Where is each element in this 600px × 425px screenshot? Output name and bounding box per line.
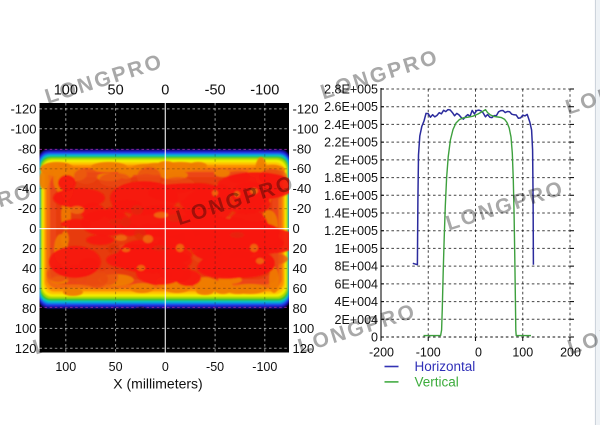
svg-text:6E+004: 6E+004 [335, 277, 378, 291]
svg-text:-100: -100 [10, 121, 36, 136]
svg-text:0: 0 [162, 360, 169, 374]
svg-text:-60: -60 [18, 161, 37, 176]
svg-text:2E+005: 2E+005 [335, 153, 378, 167]
svg-text:-40: -40 [18, 181, 37, 196]
svg-text:1.4E+005: 1.4E+005 [324, 207, 378, 221]
svg-text:-200: -200 [369, 346, 394, 360]
svg-text:20: 20 [293, 241, 307, 256]
svg-text:1.6E+005: 1.6E+005 [324, 189, 378, 203]
svg-text:X (millimeters): X (millimeters) [113, 376, 202, 392]
svg-text:100: 100 [55, 360, 76, 374]
svg-text:80: 80 [22, 301, 36, 316]
svg-text:20: 20 [22, 241, 36, 256]
svg-text:120: 120 [293, 341, 315, 356]
svg-text:-80: -80 [293, 141, 312, 156]
svg-text:2.4E+005: 2.4E+005 [324, 118, 378, 132]
svg-text:8E+004: 8E+004 [335, 260, 378, 274]
svg-text:4E+004: 4E+004 [335, 295, 378, 309]
svg-text:-20: -20 [18, 201, 37, 216]
svg-text:-100: -100 [252, 360, 277, 374]
svg-text:100: 100 [293, 321, 315, 336]
svg-text:80: 80 [293, 301, 307, 316]
svg-text:2.8E+005: 2.8E+005 [324, 83, 378, 97]
svg-text:1E+005: 1E+005 [335, 242, 378, 256]
svg-text:Horizontal: Horizontal [415, 359, 476, 374]
svg-text:-60: -60 [293, 161, 312, 176]
svg-text:1.8E+005: 1.8E+005 [324, 171, 378, 185]
svg-text:-20: -20 [293, 201, 312, 216]
svg-text:-100: -100 [293, 121, 319, 136]
svg-text:0: 0 [475, 346, 482, 360]
svg-text:0: 0 [161, 83, 169, 99]
svg-text:-50: -50 [206, 360, 224, 374]
svg-text:100: 100 [512, 346, 533, 360]
svg-text:60: 60 [293, 281, 307, 296]
svg-text:40: 40 [22, 261, 36, 276]
svg-text:-120: -120 [10, 101, 36, 116]
svg-text:0: 0 [371, 331, 378, 345]
svg-text:100: 100 [15, 321, 37, 336]
svg-text:-100: -100 [250, 83, 279, 99]
svg-text:1.2E+005: 1.2E+005 [324, 224, 378, 238]
svg-text:50: 50 [108, 83, 124, 99]
svg-text:-80: -80 [18, 141, 37, 156]
svg-text:-50: -50 [205, 83, 226, 99]
svg-text:60: 60 [22, 281, 36, 296]
svg-text:120: 120 [15, 341, 37, 356]
svg-text:2E+004: 2E+004 [335, 313, 378, 327]
svg-text:100: 100 [54, 83, 78, 99]
svg-text:2.6E+005: 2.6E+005 [324, 100, 378, 114]
svg-text:0: 0 [29, 221, 36, 236]
svg-text:200: 200 [560, 346, 581, 360]
svg-text:-100: -100 [416, 346, 441, 360]
svg-text:Vertical: Vertical [415, 374, 459, 389]
svg-text:2.2E+005: 2.2E+005 [324, 136, 378, 150]
svg-text:0: 0 [293, 221, 300, 236]
svg-text:50: 50 [109, 360, 123, 374]
svg-text:40: 40 [293, 261, 307, 276]
svg-text:-120: -120 [293, 101, 319, 116]
svg-text:-40: -40 [293, 181, 312, 196]
